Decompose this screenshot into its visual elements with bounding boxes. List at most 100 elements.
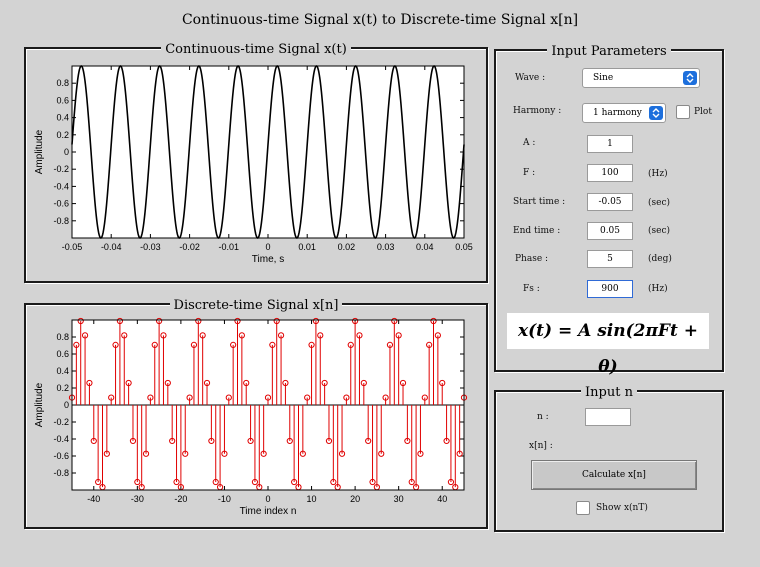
end-time-unit: (sec) <box>648 226 671 236</box>
stem-marker <box>95 478 102 486</box>
stem-marker <box>434 332 441 339</box>
x-tick-label: 0.04 <box>416 242 434 252</box>
end-time-field[interactable] <box>587 222 633 240</box>
start-time-field[interactable] <box>587 193 633 211</box>
x-tick-label: 30 <box>394 494 404 504</box>
stem-marker <box>134 478 141 486</box>
x-axis-label: Time index n <box>240 506 297 517</box>
discrete-signal-chart: -40 -30 -20 -10 0 10 20 30 40 -0.8 -0.6 -0.4 -0.2 0 0.… <box>34 317 468 517</box>
wave-select-value: Sine <box>593 73 614 83</box>
calculate-xn-button[interactable]: Calculate x[n] <box>531 460 697 490</box>
show-xnt-checkbox[interactable] <box>576 501 590 515</box>
phase-unit: (deg) <box>648 254 672 264</box>
stem-marker <box>277 332 285 339</box>
stem-marker <box>443 437 450 445</box>
stem-marker <box>169 437 176 445</box>
phase-field[interactable] <box>587 250 633 268</box>
stem-marker <box>173 478 180 486</box>
y-tick-label: 0.6 <box>56 349 69 359</box>
stem-marker <box>317 332 324 339</box>
y-axis-label: Amplitude <box>34 129 45 174</box>
x-tick-label: -10 <box>218 494 231 504</box>
stem-marker <box>86 379 93 387</box>
stem-marker <box>260 450 267 457</box>
input-parameters-panel: Input Parameters <box>494 44 724 372</box>
y-axis-label: Amplitude <box>34 382 45 427</box>
start-time-unit: (sec) <box>648 198 671 208</box>
stem-marker <box>208 437 215 445</box>
x-tick-label: -0.03 <box>140 242 161 252</box>
stem-marker <box>225 394 232 401</box>
stem-marker <box>151 341 158 348</box>
discrete-signal-panel: Discrete-time Signal x[n] <box>24 298 488 529</box>
formula-display: x(t) = A sin(2πFt + θ) <box>507 313 709 377</box>
wave-select[interactable]: Sine <box>582 68 700 88</box>
f-field[interactable] <box>587 164 633 182</box>
stem-marker <box>221 450 228 457</box>
x-tick-label: -40 <box>87 494 100 504</box>
stem-marker <box>129 437 137 445</box>
stem-marker <box>360 379 367 387</box>
stem-marker <box>251 478 259 486</box>
stem-marker <box>142 450 150 457</box>
stem-marker <box>312 317 320 325</box>
stem-marker <box>421 394 428 401</box>
y-tick-label: -0.2 <box>53 164 69 174</box>
y-tick-label: -0.6 <box>53 451 69 461</box>
stem-marker <box>112 341 119 348</box>
stem-marker <box>391 317 398 325</box>
plot-frame <box>71 65 465 239</box>
stem-marker <box>330 478 337 486</box>
a-field[interactable] <box>587 135 633 153</box>
stem-marker <box>321 379 328 387</box>
stem-marker <box>269 341 276 348</box>
y-tick-label: 0.8 <box>56 332 69 342</box>
input-n-panel: Input n <box>494 385 724 532</box>
stem-marker <box>308 341 315 348</box>
plot-frame <box>71 319 465 491</box>
x-tick-label: -0.04 <box>101 242 122 252</box>
stem-marker <box>121 332 128 339</box>
x-tick-label: 0 <box>265 494 270 504</box>
stem-marker <box>386 341 394 348</box>
discrete-panel-title: Discrete-time Signal x[n] <box>169 298 343 313</box>
x-tick-label: -20 <box>174 494 187 504</box>
start-time-label: Start time : <box>513 197 566 207</box>
stem-marker <box>230 341 237 348</box>
stem-marker <box>395 332 402 339</box>
stem-marker <box>378 450 385 457</box>
stem-marker <box>273 317 280 325</box>
stem-marker <box>160 332 167 339</box>
fs-field[interactable] <box>587 280 633 298</box>
updown-arrow-icon <box>649 106 663 120</box>
stem-marker <box>282 379 289 387</box>
y-tick-label: 0.2 <box>56 383 69 393</box>
stem-marker <box>417 450 424 457</box>
n-label: n : <box>537 412 549 422</box>
y-tick-label: 0.2 <box>56 130 69 140</box>
xn-label: x[n] : <box>529 441 553 451</box>
stem-marker <box>147 394 154 401</box>
input-n-title: Input n <box>581 385 637 400</box>
show-xnt-label: Show x(nT) <box>596 503 648 513</box>
stem-marker <box>347 341 354 348</box>
stem-marker <box>190 341 198 348</box>
stem-marker <box>325 437 333 445</box>
stem-marker <box>103 450 110 457</box>
stem-marker <box>456 450 463 457</box>
y-tick-label: -0.8 <box>53 468 69 478</box>
plot-checkbox[interactable] <box>676 105 690 119</box>
stem-marker <box>404 437 411 445</box>
stem-marker <box>164 379 171 387</box>
harmony-select[interactable]: 1 harmony <box>582 103 666 123</box>
x-tick-label: -0.02 <box>179 242 200 252</box>
f-unit: (Hz) <box>648 169 668 179</box>
stem-marker <box>343 394 350 401</box>
n-field[interactable] <box>585 408 631 426</box>
y-tick-label: -0.4 <box>53 434 69 444</box>
wave-label: Wave : <box>515 73 546 83</box>
x-tick-label: -0.05 <box>62 242 83 252</box>
stem-marker <box>286 437 293 445</box>
y-tick-label: 0.4 <box>56 366 69 376</box>
x-tick-label: 0.02 <box>338 242 356 252</box>
